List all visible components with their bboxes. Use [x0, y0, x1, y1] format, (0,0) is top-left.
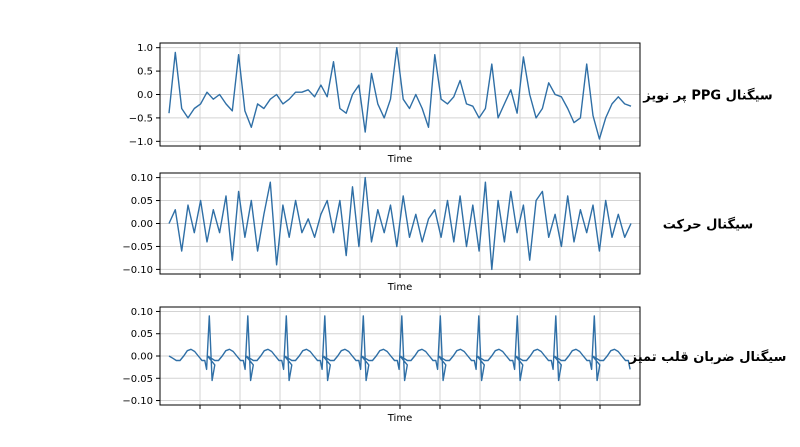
y-tick-label: 0.0	[137, 90, 153, 101]
y-tick-label: 1.0	[137, 43, 153, 54]
y-tick-label: 0.00	[131, 352, 153, 363]
y-tick-label: 0.10	[131, 173, 153, 184]
chart-panel-3: 0.10 0.05 0.00 −0.05 −0.10 Time سیگنال ضربان ق…	[122, 306, 787, 424]
y-tick-label: −1.0	[129, 137, 153, 148]
chart-panel-1: 1.0 0.5 0.0 −0.5 −1.0 Time سیگنال PPG پر نویز	[129, 42, 773, 165]
axes-frame	[159, 172, 641, 275]
y-tick-label: 0.5	[137, 67, 153, 78]
x-axis-label: Time	[387, 282, 412, 293]
series-line	[168, 176, 632, 271]
panel-side-label: سیگنال PPG پر نویز	[642, 88, 772, 104]
y-tick-label: −0.05	[122, 374, 153, 385]
y-tick-label: −0.05	[122, 242, 153, 253]
axes-frame	[159, 306, 641, 406]
x-axis-label: Time	[387, 413, 412, 424]
y-tick-label: −0.5	[129, 113, 153, 124]
chart-panel-2: 0.10 0.05 0.00 −0.05 −0.10 Time سیگنال حرکت	[122, 172, 753, 293]
axes-frame	[159, 42, 641, 147]
y-tick-label: 0.05	[131, 329, 153, 340]
series-line	[168, 315, 631, 382]
series-line	[168, 47, 632, 140]
y-tick-label: 0.10	[131, 307, 153, 318]
panel-side-label: سیگنال ضربان قلب تمیز	[629, 349, 787, 365]
x-axis-label: Time	[387, 154, 412, 165]
y-tick-label: 0.05	[131, 196, 153, 207]
y-tick-label: −0.10	[122, 265, 153, 276]
y-tick-label: −0.10	[122, 396, 153, 407]
y-tick-label: 0.00	[131, 219, 153, 230]
panel-side-label: سیگنال حرکت	[663, 217, 753, 233]
